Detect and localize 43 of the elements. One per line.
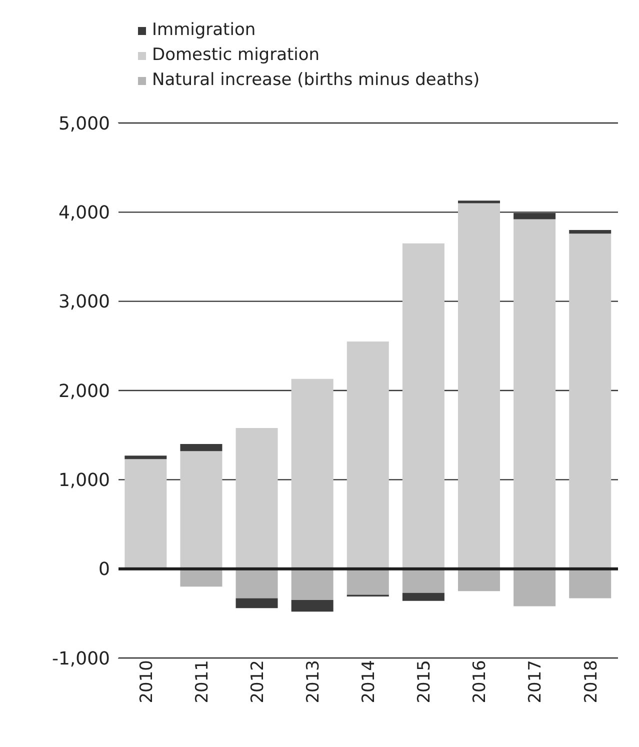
y-tick-label: 4,000 xyxy=(58,202,110,224)
bar xyxy=(346,568,389,595)
bar xyxy=(124,456,167,460)
bar xyxy=(236,568,278,598)
bar xyxy=(291,378,334,569)
x-tick-label: 2011 xyxy=(192,660,212,704)
bar xyxy=(291,600,334,612)
bar xyxy=(402,568,444,593)
y-tick-label: 2,000 xyxy=(58,380,110,402)
bar xyxy=(346,341,389,569)
legend-label: Natural increase (births minus deaths) xyxy=(152,69,480,92)
bar xyxy=(180,444,222,452)
x-tick-label: 2017 xyxy=(526,660,546,704)
legend-label: Domestic migration xyxy=(152,44,320,67)
bar xyxy=(458,203,500,569)
bar xyxy=(569,234,612,569)
bar xyxy=(180,568,222,587)
bar xyxy=(458,200,500,204)
x-tick-label: 2012 xyxy=(248,660,268,704)
bar xyxy=(514,568,556,606)
x-tick-label: 2015 xyxy=(414,660,435,704)
bar xyxy=(402,243,444,569)
y-tick-label: 3,000 xyxy=(58,292,110,313)
bar xyxy=(236,428,278,569)
y-tick-label: 0 xyxy=(98,559,110,580)
bar xyxy=(569,568,612,598)
bar xyxy=(458,568,500,592)
x-tick-label: 2014 xyxy=(359,660,380,704)
y-tick-label: 5,000 xyxy=(58,113,110,134)
x-tick-label: 2018 xyxy=(581,660,602,704)
bar xyxy=(124,459,167,569)
bar xyxy=(569,230,612,234)
y-tick-label: -1,000 xyxy=(52,648,110,670)
x-tick-label: 2013 xyxy=(304,660,324,704)
legend-label: Immigration xyxy=(152,19,256,42)
x-tick-label: 2010 xyxy=(136,660,157,704)
bar xyxy=(514,219,556,569)
bar xyxy=(180,451,222,569)
bar xyxy=(291,568,334,600)
x-tick-label: 2016 xyxy=(470,660,490,704)
y-tick-label: 1,000 xyxy=(58,470,110,492)
bar xyxy=(402,592,444,601)
bar xyxy=(236,598,278,608)
